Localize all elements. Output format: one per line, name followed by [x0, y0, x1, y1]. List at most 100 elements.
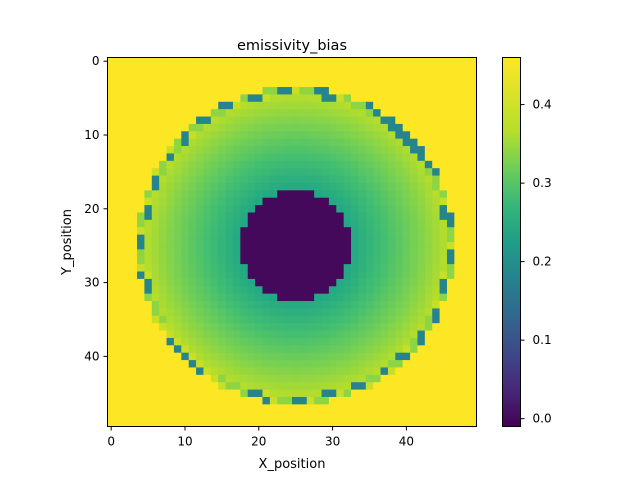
heatmap-cell: [387, 360, 396, 368]
heatmap-cell: [166, 264, 175, 272]
heatmap-cell: [137, 249, 145, 258]
heatmap-cell: [306, 72, 315, 81]
heatmap-cell: [417, 293, 426, 302]
heatmap-cell: [314, 374, 322, 383]
heatmap-cell: [417, 264, 426, 272]
heatmap-cell: [166, 116, 175, 125]
heatmap-cell: [173, 109, 182, 117]
heatmap-cell: [173, 138, 182, 147]
heatmap-cell: [299, 330, 308, 339]
heatmap-cell: [232, 323, 241, 331]
heatmap-cell: [225, 411, 234, 420]
heatmap-cell: [439, 419, 448, 427]
heatmap-cell: [351, 109, 359, 117]
heatmap-cell: [107, 352, 116, 361]
heatmap-cell: [255, 256, 263, 265]
heatmap-cell: [292, 205, 300, 213]
heatmap-cell: [321, 256, 330, 265]
heatmap-cell: [424, 389, 433, 398]
heatmap-cell: [137, 374, 145, 383]
heatmap-cell: [446, 323, 455, 331]
heatmap-cell: [292, 419, 300, 427]
heatmap-cell: [446, 94, 455, 103]
heatmap-cell: [314, 271, 322, 280]
heatmap-cell: [240, 411, 249, 420]
heatmap-cell: [122, 367, 131, 376]
heatmap-cell: [114, 190, 123, 199]
heatmap-cell: [292, 374, 300, 383]
heatmap-cell: [159, 219, 167, 228]
heatmap-cell: [461, 242, 470, 250]
heatmap-cell: [232, 87, 241, 95]
heatmap-cell: [306, 337, 315, 346]
heatmap-cell: [424, 182, 433, 191]
heatmap-cell: [122, 101, 131, 110]
heatmap-cell: [306, 411, 315, 420]
heatmap-cell: [129, 234, 138, 243]
heatmap-cell: [380, 219, 389, 228]
heatmap-cell: [314, 101, 322, 110]
heatmap-cell: [461, 160, 470, 169]
heatmap-cell: [446, 57, 455, 66]
heatmap-cell: [255, 271, 263, 280]
heatmap-cell: [144, 249, 153, 258]
heatmap-cell: [358, 227, 367, 236]
heatmap-cell: [380, 389, 389, 398]
heatmap-cell: [166, 87, 175, 95]
heatmap-cell: [446, 219, 455, 228]
heatmap-cell: [439, 175, 448, 184]
heatmap-cell: [432, 404, 440, 413]
heatmap-cell: [159, 153, 167, 162]
heatmap-cell: [439, 301, 448, 309]
heatmap-cell: [188, 87, 197, 95]
heatmap-cell: [284, 330, 293, 339]
heatmap-cell: [292, 367, 300, 376]
heatmap-cell: [218, 360, 226, 368]
heatmap-cell: [144, 337, 153, 346]
heatmap-cell: [314, 175, 322, 184]
heatmap-cell: [365, 175, 374, 184]
heatmap-cell: [292, 146, 300, 154]
heatmap-cell: [188, 278, 197, 287]
heatmap-cell: [461, 256, 470, 265]
heatmap-cell: [410, 374, 418, 383]
heatmap-cell: [336, 404, 345, 413]
heatmap-cell: [373, 367, 381, 376]
heatmap-cell: [247, 360, 256, 368]
heatmap-cell: [417, 286, 426, 295]
heatmap-cell: [262, 293, 271, 302]
heatmap-cell: [203, 227, 212, 236]
heatmap-cell: [122, 197, 131, 206]
heatmap-cell: [181, 182, 190, 191]
heatmap-cell: [240, 345, 249, 354]
heatmap-cell: [336, 323, 345, 331]
heatmap-cell: [439, 411, 448, 420]
heatmap-cell: [439, 227, 448, 236]
heatmap-cell: [144, 330, 153, 339]
heatmap-cell: [321, 367, 330, 376]
heatmap-cell: [446, 419, 455, 427]
heatmap-cell: [343, 190, 352, 199]
heatmap-cell: [196, 153, 204, 162]
heatmap-cell: [321, 79, 330, 88]
heatmap-cell: [461, 87, 470, 95]
heatmap-cell: [365, 182, 374, 191]
heatmap-cell: [417, 411, 426, 420]
heatmap-cell: [365, 374, 374, 383]
heatmap-cell: [306, 345, 315, 354]
heatmap-cell: [314, 315, 322, 324]
heatmap-cell: [144, 175, 153, 184]
heatmap-cell: [328, 168, 337, 176]
heatmap-cell: [395, 87, 404, 95]
heatmap-cell: [424, 419, 433, 427]
heatmap-cell: [129, 382, 138, 390]
heatmap-cell: [188, 182, 197, 191]
heatmap-cell: [107, 146, 116, 154]
heatmap-cell: [454, 382, 463, 390]
heatmap-cell: [196, 182, 204, 191]
heatmap-cell: [262, 271, 271, 280]
heatmap-cell: [166, 57, 175, 66]
heatmap-cell: [203, 79, 212, 88]
heatmap-cell: [277, 197, 286, 206]
heatmap-cell: [203, 419, 212, 427]
